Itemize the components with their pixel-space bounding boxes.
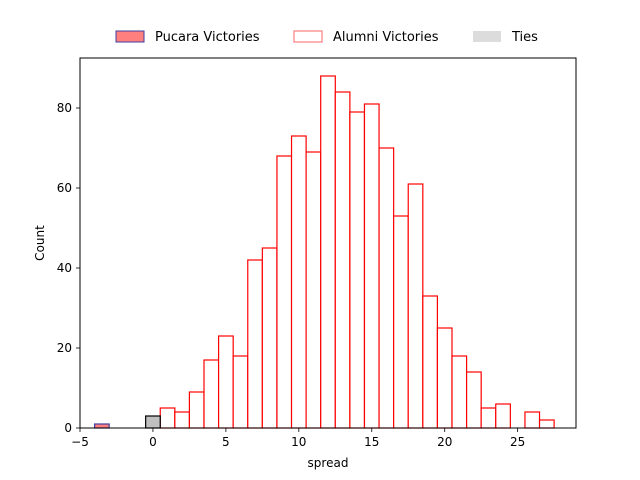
x-tick-label-3: 10 [291, 435, 306, 449]
y-tick-label-1: 20 [57, 341, 72, 355]
bar-alumni-victories-21 [465, 371, 482, 429]
legend-label-ties: Ties [511, 30, 538, 45]
bar-alumni-victories-8 [276, 155, 293, 429]
x-tick-label-0: −5 [71, 435, 89, 449]
bar-alumni-victories-25 [538, 419, 555, 429]
y-tick-label-4: 80 [57, 101, 72, 115]
bar-pucara-victories-0 [93, 423, 110, 429]
legend-swatch-pucara-victories [115, 30, 145, 43]
bar-alumni-victories-24 [524, 411, 541, 429]
bar-alumni-victories-22 [480, 407, 497, 429]
bar-alumni-victories-5 [232, 355, 249, 429]
bar-alumni-victories-17 [407, 183, 424, 429]
bar-alumni-victories-13 [349, 111, 366, 429]
y-tick-label-3: 60 [57, 181, 72, 195]
bar-alumni-victories-16 [393, 215, 409, 429]
x-axis-ticks: −5 0 5 10 15 20 25 [71, 428, 525, 449]
legend-swatch-alumni-victories [293, 30, 323, 43]
bar-alumni-victories-11 [320, 75, 336, 429]
x-tick-label-6: 25 [510, 435, 525, 449]
bar-alumni-victories-1 [174, 411, 191, 429]
bar-alumni-victories-20 [451, 355, 468, 429]
bar-alumni-victories-10 [305, 151, 322, 429]
bar-alumni-victories-7 [261, 247, 278, 429]
legend-label-pucara-victories: Pucara Victories [155, 30, 260, 45]
legend-swatch-ties [473, 31, 501, 42]
bar-alumni-victories-15 [378, 147, 395, 429]
legend-label-alumni-victories: Alumni Victories [333, 30, 439, 45]
bar-alumni-victories-18 [422, 295, 439, 429]
bar-alumni-victories-23 [495, 403, 511, 429]
bar-alumni-victories-0 [159, 407, 176, 429]
plot-area-frame [79, 57, 577, 429]
x-tick-label-5: 20 [437, 435, 452, 449]
bar-alumni-victories-6 [247, 259, 263, 429]
x-tick-label-2: 5 [222, 435, 230, 449]
bar-alumni-victories-2 [188, 391, 205, 429]
y-tick-label-0: 0 [64, 421, 72, 435]
bar-alumni-victories-3 [203, 359, 220, 429]
x-tick-label-4: 15 [364, 435, 379, 449]
y-axis-ticks: 0 20 40 60 80 [57, 101, 80, 435]
x-tick-label-1: 0 [149, 435, 157, 449]
y-tick-label-2: 40 [57, 261, 72, 275]
bar-alumni-victories-12 [334, 91, 351, 429]
bar-alumni-victories-19 [436, 327, 453, 429]
bar-alumni-victories-4 [217, 335, 234, 429]
y-axis-label: Count [33, 225, 47, 261]
bar-alumni-victories-9 [290, 135, 307, 429]
legend: Pucara Victories Alumni Victories Ties [115, 30, 538, 45]
x-axis-label: spread [308, 456, 349, 470]
bar-ties-0 [145, 415, 161, 429]
bars-layer [93, 75, 555, 429]
bar-alumni-victories-14 [363, 103, 380, 429]
